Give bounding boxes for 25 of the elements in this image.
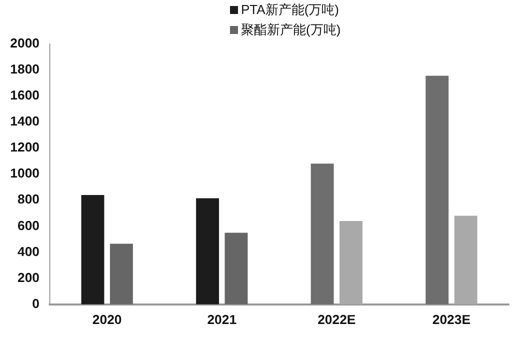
- bar: [81, 194, 104, 304]
- bar: [454, 216, 478, 304]
- x-tick-label: 2023E: [432, 312, 471, 327]
- y-tick-label: 1600: [10, 88, 40, 102]
- y-tick-label: 2000: [10, 35, 40, 50]
- y-tick-label: 400: [18, 244, 40, 259]
- legend-label: PTA新产能(万吨): [241, 1, 339, 19]
- y-tick-label: 800: [18, 192, 40, 207]
- x-tick-label: 2022E: [318, 312, 356, 327]
- bar: [196, 198, 219, 304]
- legend-label: 聚酯新产能(万吨): [241, 21, 341, 39]
- bar: [110, 244, 133, 304]
- y-tick-label: 1800: [10, 62, 40, 76]
- y-tick-label: 1200: [10, 140, 40, 155]
- bar: [340, 221, 362, 304]
- x-tick-label: 2020: [92, 312, 122, 327]
- bar: [310, 164, 334, 304]
- bar: [224, 232, 248, 304]
- y-tick-label: 0: [32, 296, 40, 311]
- y-tick-label: 200: [18, 270, 40, 285]
- bar: [426, 76, 449, 304]
- y-tick-label: 1400: [10, 114, 40, 129]
- y-tick-label: 1000: [10, 166, 40, 181]
- x-tick-label: 2021: [207, 312, 237, 327]
- y-tick-label: 600: [18, 218, 40, 233]
